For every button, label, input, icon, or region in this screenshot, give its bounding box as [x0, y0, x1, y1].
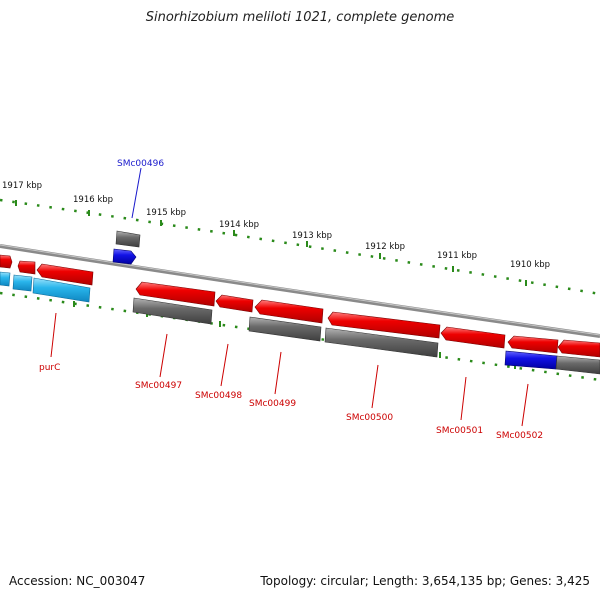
ruler-label-1912: 1912 kbp	[365, 242, 405, 252]
gene-label-smc00498[interactable]: SMc00498	[195, 391, 242, 401]
accession-text: Accession: NC_003047	[9, 574, 146, 588]
gene-arrow[interactable]	[254, 299, 324, 324]
gene-block[interactable]	[324, 327, 439, 358]
genome-summary-text: Topology: circular; Length: 3,654,135 bp…	[260, 574, 590, 588]
label-leaders	[50, 167, 529, 427]
gene-block[interactable]	[32, 277, 91, 303]
genome-backbone-highlight	[0, 244, 600, 336]
gene-label-smc00502[interactable]: SMc00502	[496, 431, 543, 441]
inner-genes	[0, 271, 600, 375]
gene-arrow[interactable]	[0, 254, 13, 269]
gene-arrow-blue[interactable]	[112, 248, 137, 265]
ruler-label-1917: 1917 kbp	[2, 181, 42, 191]
genome-backbone	[0, 244, 600, 338]
gene-label-smc00501[interactable]: SMc00501	[436, 426, 483, 436]
gene-block[interactable]	[132, 297, 213, 325]
gene-arrow[interactable]	[135, 281, 216, 307]
outer-ruler-ticks	[15, 200, 527, 286]
gene-arrow[interactable]	[17, 260, 36, 275]
gene-arrow[interactable]	[36, 263, 94, 286]
gene-arrow[interactable]	[440, 326, 506, 349]
gene-label-smc00499[interactable]: SMc00499	[249, 399, 296, 409]
gene-label-smc00500[interactable]: SMc00500	[346, 413, 393, 423]
gene-arrow[interactable]	[557, 339, 600, 358]
ruler-label-1916: 1916 kbp	[73, 195, 113, 205]
gene-block[interactable]	[0, 271, 11, 287]
ruler-label-1910: 1910 kbp	[510, 260, 550, 270]
gene-block[interactable]	[248, 316, 322, 342]
gene-arrow[interactable]	[327, 311, 441, 339]
gene-label-smc00496[interactable]: SMc00496	[117, 159, 164, 169]
gene-label-smc00497[interactable]: SMc00497	[135, 381, 182, 391]
map-title: Sinorhizobium meliloti 1021, complete ge…	[145, 10, 455, 25]
ruler-label-1911: 1911 kbp	[437, 251, 477, 261]
ruler-label-1914: 1914 kbp	[219, 220, 259, 230]
gene-block[interactable]	[115, 230, 141, 248]
gene-arrow[interactable]	[215, 294, 254, 313]
gene-block[interactable]	[504, 350, 558, 370]
ruler-label-1915: 1915 kbp	[146, 208, 186, 218]
gene-block[interactable]	[555, 355, 600, 375]
gene-arrow[interactable]	[507, 335, 559, 354]
gene-block[interactable]	[12, 274, 33, 292]
gene-label-purc[interactable]: purC	[39, 363, 60, 373]
forward-genes	[0, 254, 600, 358]
ruler-label-1913: 1913 kbp	[292, 231, 332, 241]
